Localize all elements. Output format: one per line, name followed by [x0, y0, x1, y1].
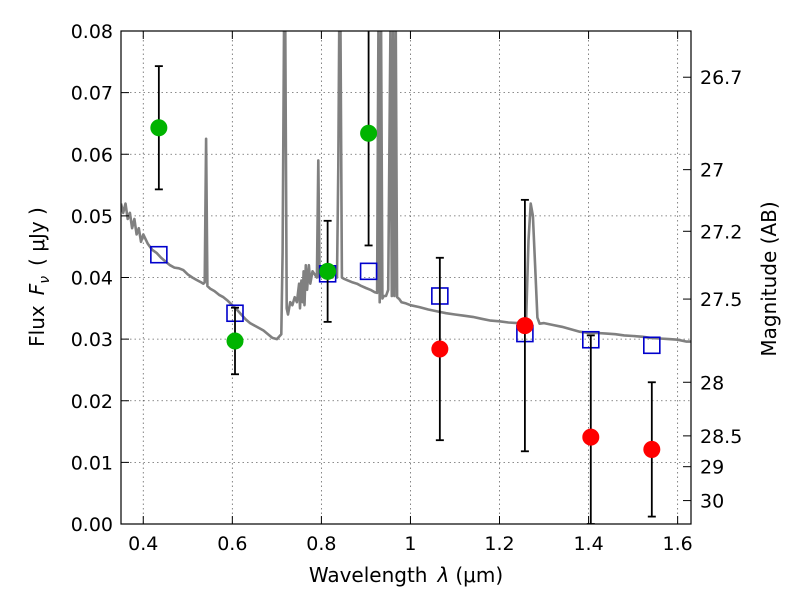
model-flux-square: [359, 262, 378, 281]
y2-tick-label: 30: [700, 491, 724, 513]
x-tick-label: 1.4: [573, 533, 603, 555]
y2-tick-label: 27: [700, 160, 724, 182]
y-tick-label: 0.07: [71, 83, 113, 105]
y-axis-label-symbol: F: [25, 283, 49, 295]
x-axis: 0.4 0.6 0.8 1 1.2 1.4 1.6: [128, 31, 693, 555]
x-axis-label-text: Wavelength: [309, 563, 428, 587]
plot-area: [121, 31, 691, 524]
y-axis-label-prefix: Flux: [25, 305, 49, 347]
model-flux-square: [643, 336, 661, 355]
x-tick-label: 0.8: [306, 533, 336, 555]
y2-tick-label: 27.2: [700, 221, 742, 243]
y2-axis-label: Magnitude (AB): [757, 201, 781, 356]
y-axis: 0.00 0.01 0.02 0.03 0.04 0.05 0.06 0.07 0.08: [71, 21, 129, 536]
low-significance-point: [431, 340, 449, 358]
y-tick-label: 0.03: [71, 329, 113, 351]
x-tick-label: 0.4: [128, 533, 158, 555]
y-axis-label-subscript: ν: [37, 276, 53, 284]
x-axis-label-unit: (μm): [455, 563, 503, 587]
detection-point: [360, 124, 378, 142]
y2-axis: 26.7 27 27.2 27.5 28 28.5 29 30: [683, 67, 742, 513]
x-tick-label: 1.2: [484, 533, 514, 555]
x-axis-label-symbol: λ: [437, 563, 450, 587]
y-tick-label: 0.01: [71, 452, 113, 474]
y-tick-label: 0.04: [71, 268, 113, 290]
low-significance-point: [643, 440, 661, 458]
detection-point: [319, 262, 337, 280]
x-tick-label: 1.6: [663, 533, 693, 555]
y-tick-label: 0.08: [71, 21, 113, 43]
x-axis-label: Wavelength λ (μm): [309, 563, 503, 587]
x-tick-label: 0.6: [217, 533, 247, 555]
y-tick-label: 0.06: [71, 144, 113, 166]
model-flux-square: [150, 245, 168, 264]
x-tick-label: 1: [404, 533, 416, 555]
y2-tick-label: 28.5: [700, 426, 742, 448]
detection-point: [226, 332, 244, 350]
low-significance-point: [582, 428, 600, 446]
y-tick-label: 0.05: [71, 206, 113, 228]
y2-tick-label: 29: [700, 457, 724, 479]
y2-tick-label: 26.7: [700, 67, 742, 89]
y-tick-label: 0.02: [71, 391, 113, 413]
y2-tick-label: 28: [700, 372, 724, 394]
y2-tick-label: 27.5: [700, 289, 742, 311]
detection-point: [150, 119, 168, 137]
y-axis-label-unit: ( μJy ): [25, 207, 49, 266]
y-tick-label: 0.00: [71, 514, 113, 536]
low-significance-point: [516, 317, 534, 335]
y-axis-label: Flux Fν ( μJy ): [25, 207, 53, 347]
